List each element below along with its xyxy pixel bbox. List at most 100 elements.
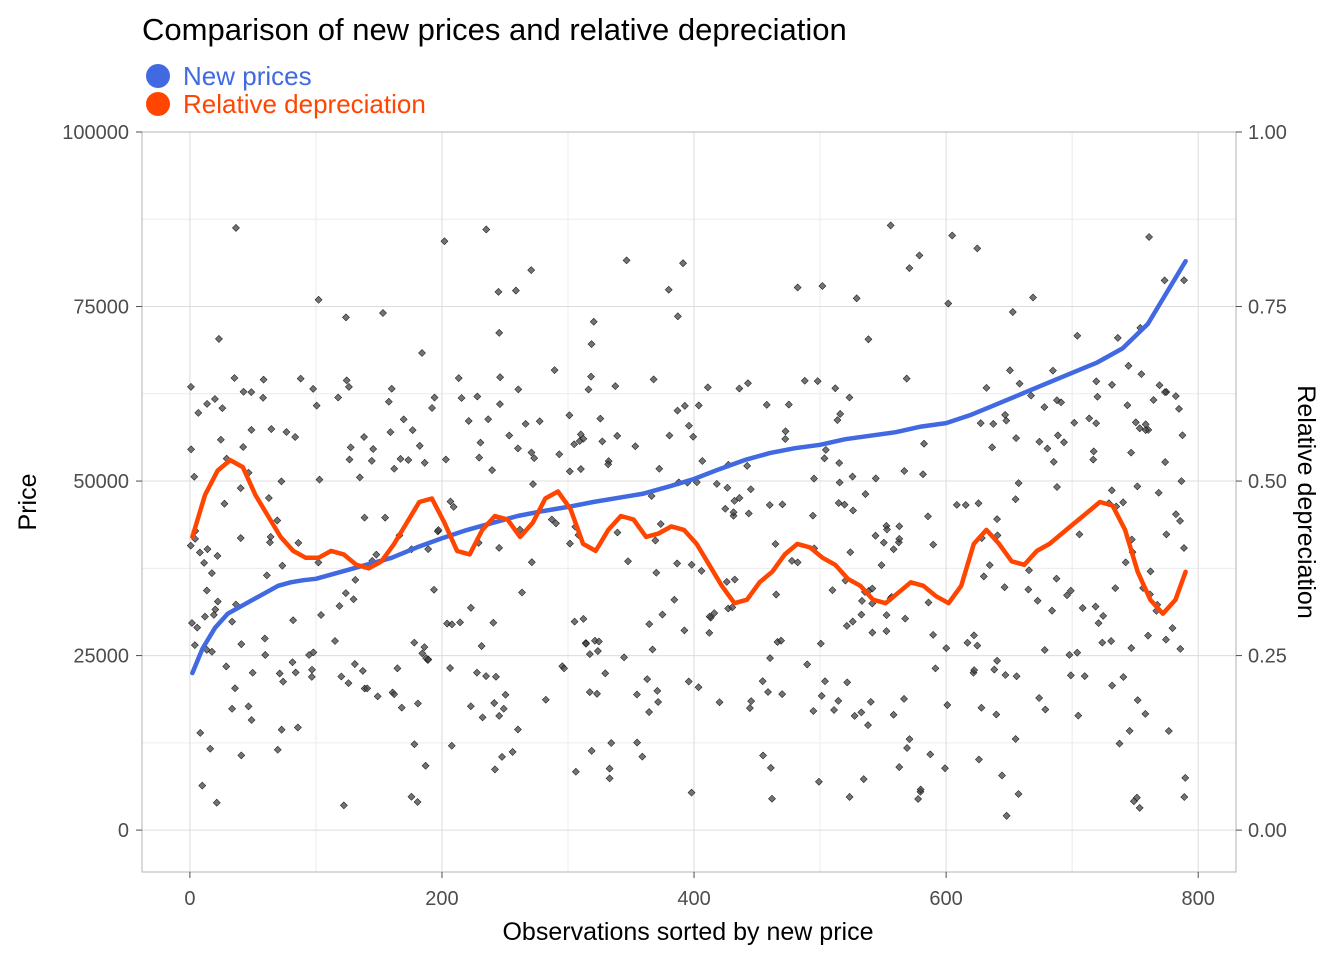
observation-point — [840, 500, 849, 509]
observation-point — [846, 548, 855, 557]
observation-point — [905, 264, 914, 273]
observation-point — [467, 603, 475, 612]
observation-point — [1041, 705, 1050, 714]
observation-point — [407, 792, 416, 801]
observation-point — [1133, 482, 1142, 491]
observation-point — [1089, 447, 1098, 456]
observation-point — [307, 673, 316, 681]
observation-point — [345, 383, 353, 391]
observation-point — [514, 444, 522, 453]
observation-point — [413, 798, 422, 806]
observation-point — [203, 399, 211, 408]
observation-point — [976, 419, 985, 428]
observation-point — [393, 664, 402, 673]
observation-point — [689, 432, 698, 441]
observation-point — [746, 485, 755, 494]
observation-point — [803, 660, 812, 669]
observation-point — [1002, 811, 1011, 820]
observation-point — [919, 470, 927, 479]
observation-point — [766, 764, 775, 772]
observation-point — [397, 703, 406, 712]
observation-point — [308, 665, 316, 674]
observation-point — [410, 740, 419, 749]
observation-point — [555, 450, 564, 459]
observation-point — [449, 503, 458, 511]
observation-point — [446, 497, 455, 506]
legend-label-new-prices: New prices — [183, 61, 312, 91]
y2-tick-label: 0.75 — [1248, 297, 1287, 319]
observation-point — [584, 385, 593, 394]
observation-point — [929, 540, 938, 549]
observation-point — [1133, 696, 1142, 705]
observation-point — [1089, 455, 1098, 464]
observation-point — [895, 534, 904, 543]
observation-point — [764, 688, 772, 696]
observation-point — [514, 725, 522, 734]
observation-point — [1162, 530, 1171, 539]
observation-point — [982, 384, 991, 392]
observation-point — [924, 598, 933, 607]
observation-point — [680, 626, 689, 635]
observation-point — [772, 590, 781, 599]
observation-point — [604, 460, 613, 469]
observation-point — [404, 456, 413, 464]
observation-point — [1160, 276, 1169, 285]
observation-point — [1027, 391, 1035, 400]
observation-point — [1035, 694, 1044, 702]
observation-point — [496, 400, 504, 409]
observation-point — [248, 668, 257, 677]
observation-point — [1070, 418, 1079, 427]
relative-depreciation-line — [190, 457, 1188, 616]
observation-point — [735, 384, 744, 393]
observation-point — [186, 541, 195, 550]
observation-point — [1108, 681, 1117, 690]
observation-point — [915, 251, 924, 260]
observation-point — [1172, 510, 1180, 519]
observation-point — [190, 641, 199, 650]
observation-point — [312, 401, 321, 410]
observation-point — [633, 690, 641, 699]
observation-point — [1121, 558, 1130, 567]
observation-point — [816, 639, 825, 648]
new-prices-line — [190, 258, 1188, 676]
observation-point — [201, 612, 209, 621]
observation-point — [1049, 457, 1058, 466]
observation-point — [421, 761, 430, 770]
observation-point — [973, 244, 982, 253]
observation-point — [247, 716, 256, 724]
observation-point — [1171, 392, 1180, 401]
observation-point — [369, 445, 378, 453]
observation-point — [222, 662, 231, 671]
legend: New prices Relative depreciation — [146, 61, 426, 119]
observation-point — [560, 664, 568, 673]
observation-point — [684, 677, 693, 686]
observation-point — [190, 472, 199, 481]
observation-point — [813, 377, 822, 385]
observation-point — [728, 603, 737, 612]
observation-point — [484, 415, 493, 424]
observation-point — [202, 586, 211, 595]
observation-point — [418, 349, 426, 357]
observation-point — [585, 650, 594, 659]
observation-point — [390, 464, 399, 473]
observation-point — [705, 612, 714, 621]
observation-point — [261, 651, 270, 659]
observation-point — [1035, 437, 1044, 446]
observation-point — [730, 575, 739, 584]
observation-point — [477, 642, 486, 650]
observation-point — [821, 677, 829, 686]
observation-point — [381, 513, 390, 522]
observation-point — [857, 610, 866, 619]
observation-point — [929, 630, 938, 639]
y-axis-title: Price — [14, 474, 42, 531]
observation-point — [262, 571, 271, 580]
observation-point — [989, 420, 998, 428]
observation-point — [722, 577, 731, 586]
observation-point — [496, 373, 505, 382]
observation-point — [673, 406, 682, 415]
observation-point — [882, 611, 891, 619]
observation-point — [895, 522, 904, 531]
observation-point — [237, 751, 246, 760]
observation-point — [211, 605, 220, 614]
